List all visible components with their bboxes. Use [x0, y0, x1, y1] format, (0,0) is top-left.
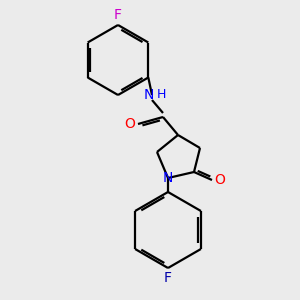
Text: F: F	[114, 8, 122, 22]
Text: N: N	[163, 171, 173, 185]
Text: O: O	[214, 173, 225, 187]
Text: H: H	[156, 88, 166, 101]
Text: O: O	[124, 117, 135, 131]
Text: F: F	[164, 271, 172, 285]
Text: N: N	[144, 88, 154, 102]
